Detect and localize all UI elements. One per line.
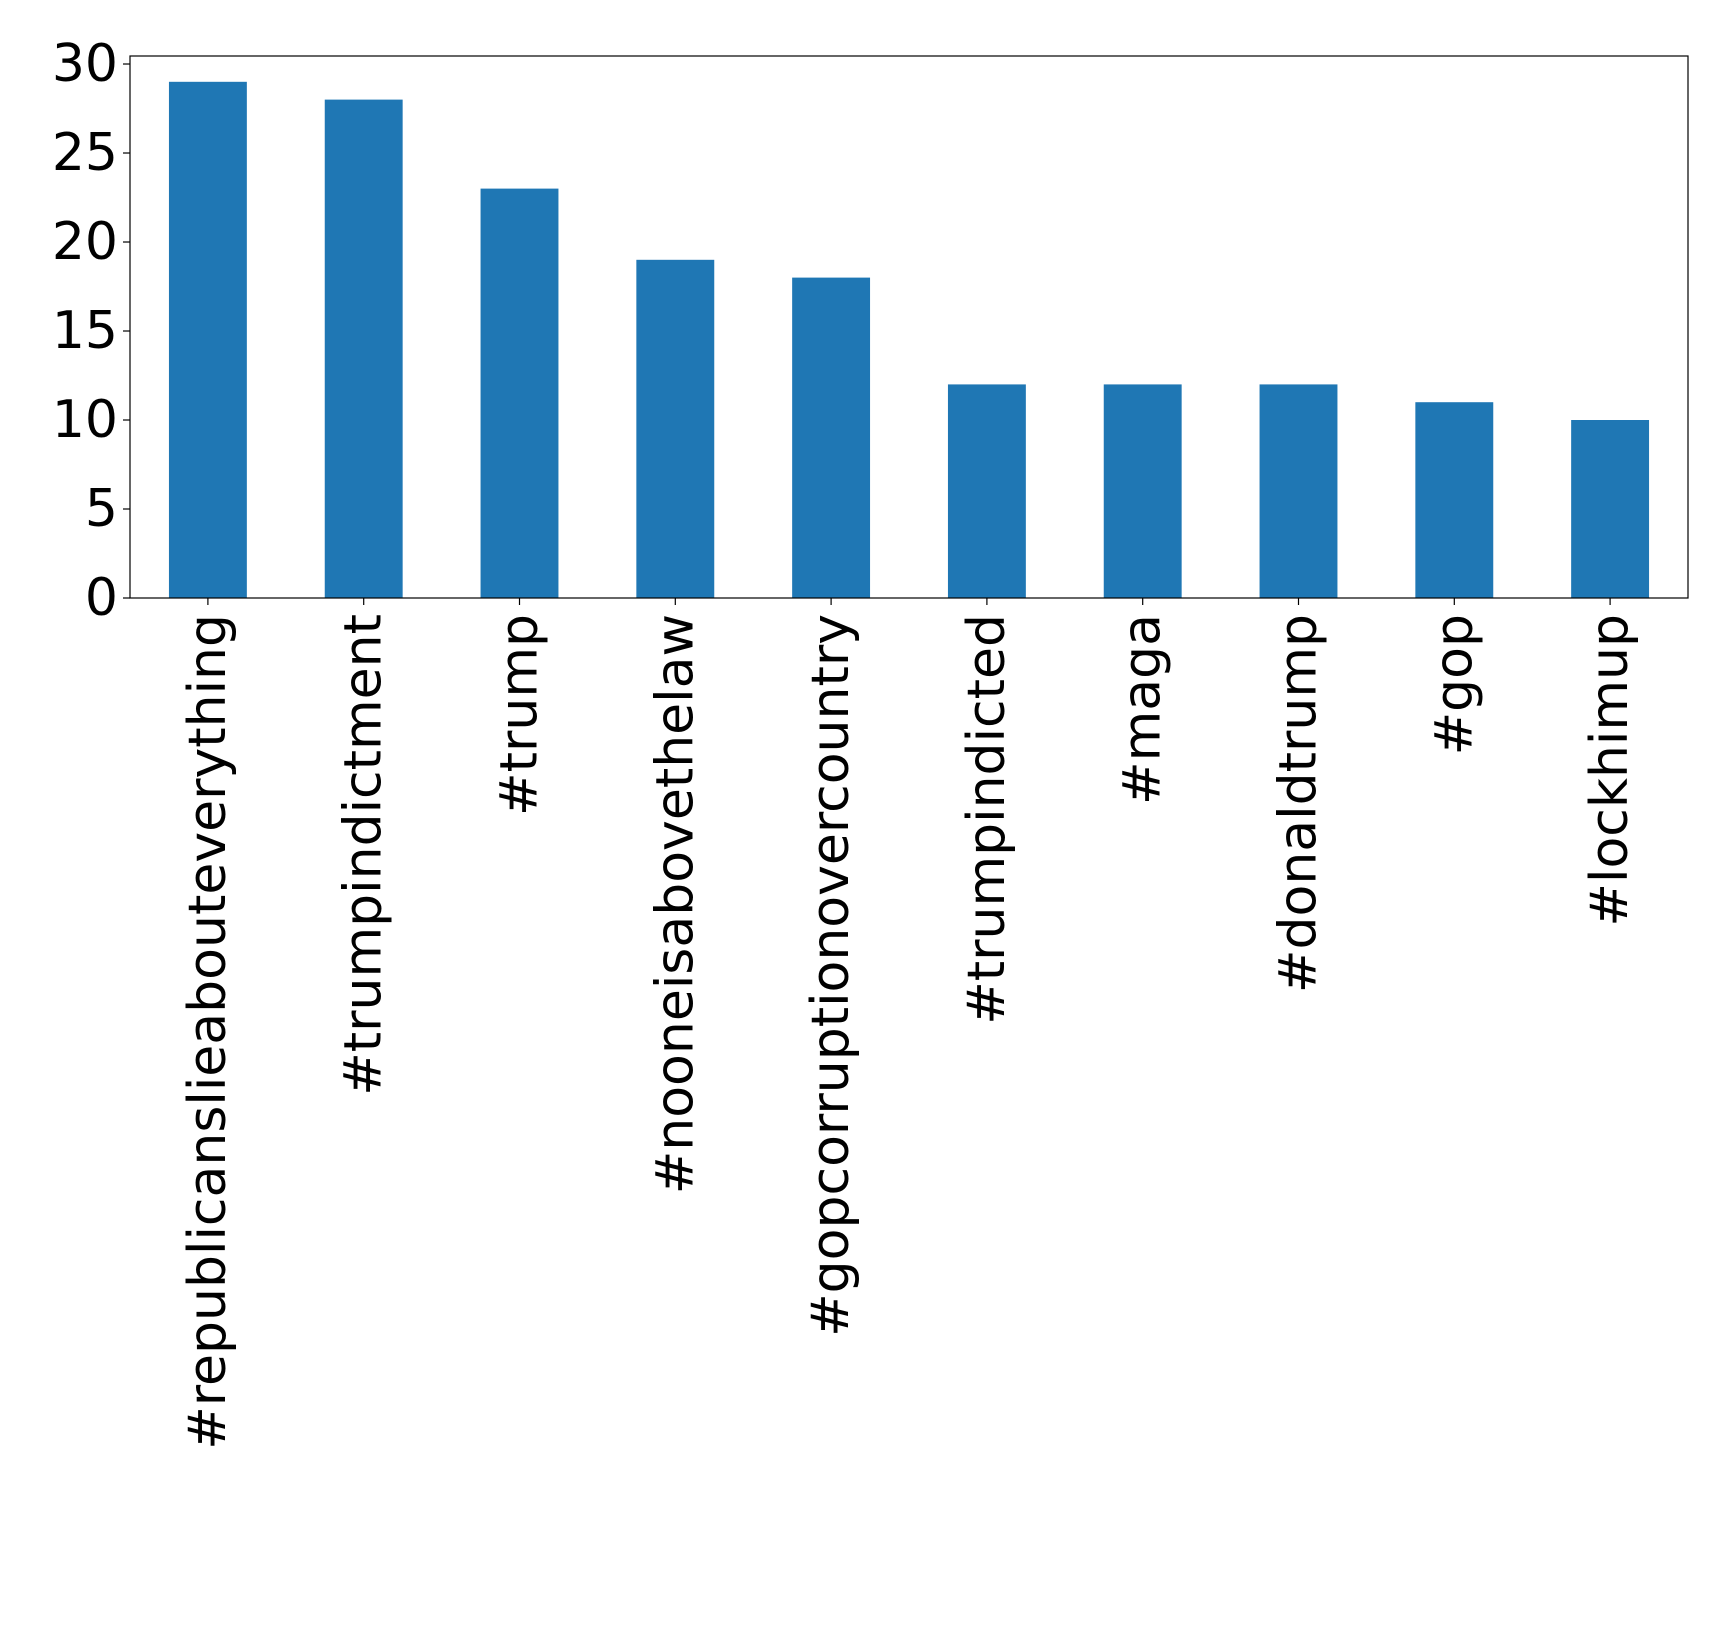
x-tick-label: #trumpindicted (957, 614, 1017, 1025)
y-axis: 0 5 10 15 20 25 30 (52, 34, 130, 628)
y-tick-label: 30 (52, 34, 118, 94)
x-tick-label: #gop (1424, 614, 1484, 755)
x-tick-label: #nooneisabovethelaw (645, 614, 705, 1194)
y-tick-label: 20 (52, 212, 118, 272)
bar-3 (636, 259, 715, 598)
bar-8 (1415, 402, 1494, 598)
bar-5 (947, 384, 1026, 598)
y-tick-label: 10 (52, 390, 118, 450)
x-axis: #republicanslieabouteverything #trumpindi… (178, 598, 1640, 1450)
x-tick-label: #maga (1113, 614, 1173, 805)
bar-4 (792, 277, 871, 598)
y-tick-label: 0 (85, 568, 118, 628)
y-tick-label: 25 (52, 123, 118, 183)
x-tick-label: #lockhimup (1580, 614, 1640, 927)
y-tick-label: 5 (85, 479, 118, 539)
bar-1 (324, 99, 403, 598)
bar-0 (168, 81, 247, 599)
x-tick-label: #gopcorruptionovercountry (801, 614, 861, 1337)
bar-6 (1103, 384, 1182, 598)
x-tick-label: #trumpindictment (334, 614, 394, 1096)
bar-9 (1571, 420, 1650, 598)
bar-2 (480, 188, 559, 599)
plot-frame (129, 55, 1689, 599)
x-tick-label: #trump (490, 614, 550, 816)
y-tick-label: 15 (52, 301, 118, 361)
bars-group (168, 81, 1650, 599)
x-tick-label: #republicanslieabouteverything (178, 614, 238, 1450)
x-tick-label: #donaldtrump (1269, 614, 1329, 993)
bar-7 (1259, 384, 1338, 598)
